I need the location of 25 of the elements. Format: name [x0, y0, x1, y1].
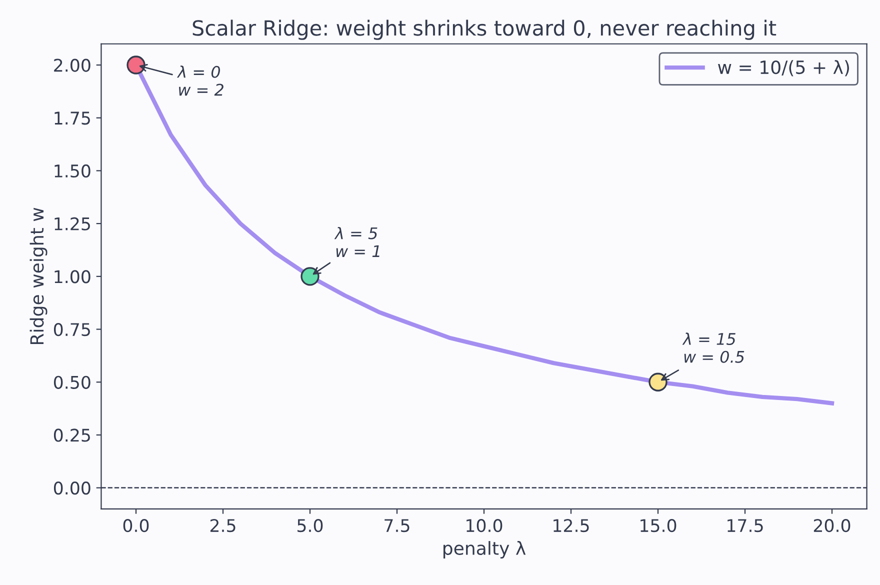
chart-title: Scalar Ridge: weight shrinks toward 0, never reaching it [192, 20, 776, 40]
y-tick-label: 0.00 [54, 482, 90, 495]
y-tick-label: 1.50 [54, 164, 90, 178]
annotation: λ = 5 w = 1 [334, 226, 380, 257]
annotation: λ = 15 w = 0.5 [682, 332, 744, 363]
x-tick-label: 0.0 [123, 518, 149, 532]
x-tick-label: 2.5 [210, 518, 236, 532]
x-tick-label: 10.0 [466, 518, 502, 532]
y-tick-label: 1.75 [54, 112, 90, 125]
y-tick-label: 1.00 [54, 270, 90, 284]
y-tick-label: 2.00 [54, 58, 90, 72]
x-axis-title: penalty λ [443, 541, 526, 559]
x-tick-label: 7.5 [384, 519, 410, 532]
x-tick-label: 5.0 [298, 518, 323, 532]
y-axis-title: Ridge weight w [30, 208, 48, 344]
legend-label: w = 10/(5 + λ) [718, 60, 849, 76]
annotation: λ = 0 w = 2 [176, 66, 224, 96]
y-tick-label: 0.25 [54, 428, 90, 442]
x-tick-label: 12.5 [554, 518, 589, 532]
y-tick-label: 0.50 [54, 376, 90, 389]
x-tick-label: 17.5 [728, 519, 763, 532]
x-tick-label: 20.0 [814, 518, 850, 532]
y-tick-label: 0.75 [54, 322, 90, 336]
y-tick-label: 1.25 [54, 217, 90, 230]
x-tick-label: 15.0 [640, 518, 676, 532]
